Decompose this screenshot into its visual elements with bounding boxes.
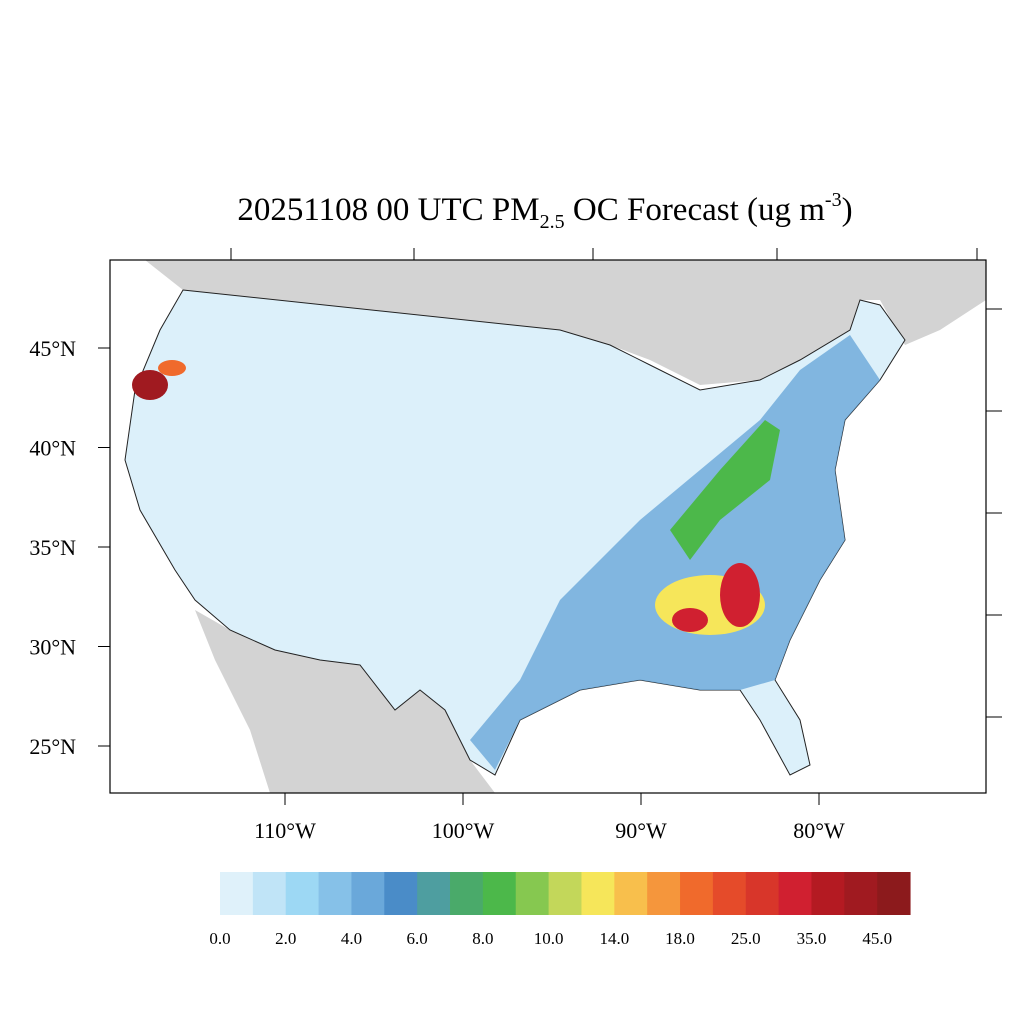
colorbar-label: 14.0 (599, 929, 629, 948)
lat-label: 35°N (29, 535, 76, 560)
lon-label: 80°W (793, 818, 845, 843)
colorbar-box (647, 872, 681, 915)
colorbar-box (515, 872, 550, 915)
title-sub: 2.5 (540, 211, 565, 233)
lat-label: 25°N (29, 734, 76, 759)
colorbar-label: 45.0 (862, 929, 892, 948)
colorbar-box (581, 872, 615, 915)
map-title: 20251108 00 UTC PM2.5 OC Forecast (ug m-… (237, 189, 852, 233)
green-band (670, 420, 780, 560)
mexico (195, 610, 495, 793)
colorbar-box (318, 872, 352, 915)
colorbar-label: 8.0 (472, 929, 493, 948)
title-end: ) (842, 192, 853, 228)
colorbar-box (482, 872, 517, 915)
colorbar-box (450, 872, 484, 915)
colorbar-label: 10.0 (534, 929, 564, 948)
colorbar-label: 4.0 (341, 929, 362, 948)
map-area (109, 259, 987, 794)
colorbar-box (417, 872, 451, 915)
map-frame (109, 259, 987, 794)
colorbar-box (252, 872, 287, 915)
colorbar-box (614, 872, 648, 915)
canada (145, 260, 986, 385)
lat-label: 30°N (29, 635, 76, 660)
colorbar-box (548, 872, 582, 915)
lon-label: 90°W (615, 818, 667, 843)
hotspot-red-1 (720, 563, 760, 627)
colorbar-box (844, 872, 878, 915)
colorbar-box (220, 872, 254, 915)
hotspot-red-2 (672, 608, 708, 632)
colorbar-box (384, 872, 418, 915)
east-region (470, 335, 880, 770)
hotspot-oregon (132, 370, 168, 400)
colorbar-label: 0.0 (209, 929, 230, 948)
lat-label: 40°N (29, 436, 76, 461)
colorbar-label: 25.0 (731, 929, 761, 948)
colorbar-box (680, 872, 714, 915)
title-sup: -3 (825, 189, 842, 211)
colorbar-box (745, 872, 780, 915)
colorbar-box (285, 872, 320, 915)
title-mid: OC Forecast (ug m (565, 192, 826, 228)
colorbar-label: 35.0 (797, 929, 827, 948)
title-main: 20251108 00 UTC PM (237, 192, 539, 228)
colorbar-box (778, 872, 812, 915)
lon-label: 100°W (432, 818, 495, 843)
colorbar-box (811, 872, 845, 915)
lat-label: 45°N (29, 336, 76, 361)
colorbar-box (877, 872, 911, 915)
colorbar-label: 2.0 (275, 929, 296, 948)
lon-label: 110°W (254, 818, 316, 843)
colorbar-label: 18.0 (665, 929, 695, 948)
hotspot-oregon-orange (158, 360, 186, 376)
colorbar-label: 6.0 (407, 929, 428, 948)
colorbar-box (351, 872, 385, 915)
colorbar-box (712, 872, 747, 915)
